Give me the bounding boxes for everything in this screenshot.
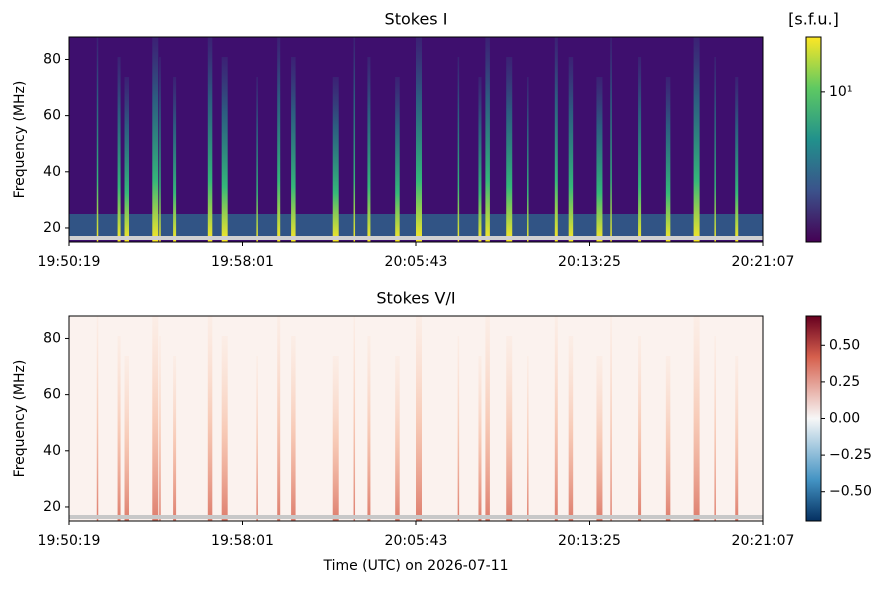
burst xyxy=(610,37,612,242)
burst xyxy=(117,57,121,242)
burst xyxy=(735,356,739,521)
burst xyxy=(485,37,490,242)
burst xyxy=(207,316,213,521)
burst xyxy=(353,37,356,242)
burst xyxy=(638,57,642,242)
burst xyxy=(152,37,159,242)
burst xyxy=(478,356,482,521)
burst xyxy=(638,336,642,521)
burst xyxy=(596,356,603,521)
burst xyxy=(735,77,739,242)
y-tick-label: 80 xyxy=(43,330,61,346)
x-tick-label: 20:13:25 xyxy=(558,254,621,270)
burst xyxy=(527,77,529,242)
burst xyxy=(152,316,159,521)
burst xyxy=(665,77,671,242)
burst xyxy=(117,336,121,521)
burst xyxy=(568,336,574,521)
burst xyxy=(554,316,558,521)
colorbar-tick-label: 10¹ xyxy=(829,84,852,100)
x-tick-label: 19:50:19 xyxy=(38,254,101,270)
burst xyxy=(173,356,177,521)
burst xyxy=(610,316,612,521)
burst xyxy=(124,77,130,242)
colorbar xyxy=(805,36,822,243)
y-tick-label: 40 xyxy=(43,164,61,180)
burst xyxy=(714,57,716,242)
y-axis-label: Frequency (MHz) xyxy=(12,81,28,199)
burst xyxy=(367,57,371,242)
burst xyxy=(416,316,422,521)
colorbar-tick-label: −0.50 xyxy=(829,484,872,500)
burst xyxy=(96,37,99,242)
y-tick-label: 20 xyxy=(43,220,61,236)
flag-band xyxy=(69,515,763,519)
burst xyxy=(291,336,296,521)
burst xyxy=(173,77,177,242)
burst xyxy=(506,57,513,242)
burst xyxy=(207,37,213,242)
burst xyxy=(693,37,700,242)
burst xyxy=(554,37,558,242)
x-tick-label: 20:05:43 xyxy=(385,533,448,549)
burst xyxy=(159,57,161,242)
colorbar xyxy=(805,315,822,522)
y-tick-label: 60 xyxy=(43,108,61,124)
x-tick-label: 19:50:19 xyxy=(38,533,101,549)
x-axis-label: Time (UTC) on 2026-07-11 xyxy=(322,558,508,574)
burst xyxy=(277,37,281,242)
burst xyxy=(457,57,460,242)
burst xyxy=(353,316,356,521)
burst xyxy=(568,57,574,242)
burst xyxy=(256,356,258,521)
burst xyxy=(124,356,130,521)
burst xyxy=(395,77,400,242)
x-tick-label: 20:13:25 xyxy=(558,533,621,549)
x-tick-label: 19:58:01 xyxy=(211,533,274,549)
burst xyxy=(256,77,258,242)
x-tick-label: 20:21:07 xyxy=(732,533,795,549)
burst xyxy=(665,356,671,521)
burst xyxy=(96,316,99,521)
burst xyxy=(416,37,422,242)
panel-title: Stokes V/I xyxy=(376,289,455,308)
x-tick-label: 20:21:07 xyxy=(732,254,795,270)
burst xyxy=(485,316,490,521)
y-tick-label: 40 xyxy=(43,443,61,459)
burst xyxy=(395,356,400,521)
burst xyxy=(478,77,482,242)
colorbar-label: [s.f.u.] xyxy=(788,10,839,29)
burst xyxy=(457,336,460,521)
y-axis-label: Frequency (MHz) xyxy=(12,360,28,478)
x-tick-label: 20:05:43 xyxy=(385,254,448,270)
burst xyxy=(332,77,339,242)
burst xyxy=(291,57,296,242)
burst xyxy=(221,57,228,242)
burst xyxy=(506,336,513,521)
burst xyxy=(367,336,371,521)
burst xyxy=(332,356,339,521)
y-tick-label: 80 xyxy=(43,51,61,67)
panel-title: Stokes I xyxy=(385,10,448,29)
x-tick-label: 19:58:01 xyxy=(211,254,274,270)
colorbar-tick-label: 0.00 xyxy=(829,411,860,427)
colorbar-tick-label: −0.25 xyxy=(829,447,872,463)
burst xyxy=(221,336,228,521)
burst xyxy=(693,316,700,521)
colorbar-tick-label: 0.50 xyxy=(829,337,860,353)
burst xyxy=(596,77,603,242)
burst xyxy=(714,336,716,521)
y-tick-label: 60 xyxy=(43,387,61,403)
burst xyxy=(277,316,281,521)
colorbar-tick-label: 0.25 xyxy=(829,374,860,390)
y-tick-label: 20 xyxy=(43,499,61,515)
flag-band xyxy=(69,236,763,240)
burst xyxy=(159,336,161,521)
burst xyxy=(527,356,529,521)
